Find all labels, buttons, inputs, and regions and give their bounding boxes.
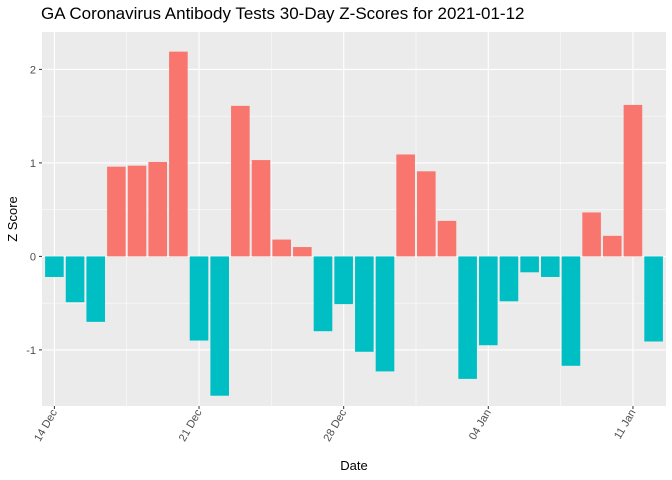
bar <box>313 256 333 332</box>
bar <box>623 104 643 257</box>
chart-title: GA Coronavirus Antibody Tests 30-Day Z-S… <box>41 4 525 23</box>
x-tick-label: 28 Dec <box>321 407 349 444</box>
bar <box>540 256 560 277</box>
y-axis: -1 0 1 2 <box>26 64 42 357</box>
bar <box>45 256 64 277</box>
bar <box>251 160 271 257</box>
bar <box>479 256 498 346</box>
y-tick-label: -1 <box>26 345 36 357</box>
bar <box>293 247 312 257</box>
y-tick-label: 0 <box>30 251 36 263</box>
bar <box>396 154 415 257</box>
x-tick-label: 04 Jan <box>467 408 494 443</box>
bar <box>499 256 519 302</box>
bar <box>169 51 188 257</box>
bar <box>437 220 457 257</box>
x-axis-title: Date <box>340 458 367 473</box>
bar <box>520 256 539 273</box>
x-tick-label: 14 Dec <box>32 407 60 444</box>
bar <box>189 256 209 341</box>
x-tick-label: 21 Dec <box>177 407 205 444</box>
bar <box>334 256 353 305</box>
bar <box>210 256 229 396</box>
bar <box>86 256 106 322</box>
bar <box>127 165 147 257</box>
bar <box>65 256 85 303</box>
x-tick-label: 11 Jan <box>612 408 639 442</box>
y-axis-title: Z Score <box>5 196 20 242</box>
bar <box>375 256 395 372</box>
bar <box>272 239 291 257</box>
bars <box>45 51 663 396</box>
bar <box>458 256 477 379</box>
bar <box>644 256 663 342</box>
y-tick-label: 1 <box>30 158 36 170</box>
bar <box>107 166 126 257</box>
y-tick-label: 2 <box>30 64 36 76</box>
bar <box>231 105 250 257</box>
bar <box>602 235 622 257</box>
bar <box>417 171 436 257</box>
x-axis: 14 Dec 21 Dec 28 Dec 04 Jan 11 Jan <box>32 406 639 444</box>
bar <box>561 256 581 366</box>
bar <box>582 212 601 257</box>
bar <box>355 256 374 352</box>
bar <box>148 161 168 257</box>
